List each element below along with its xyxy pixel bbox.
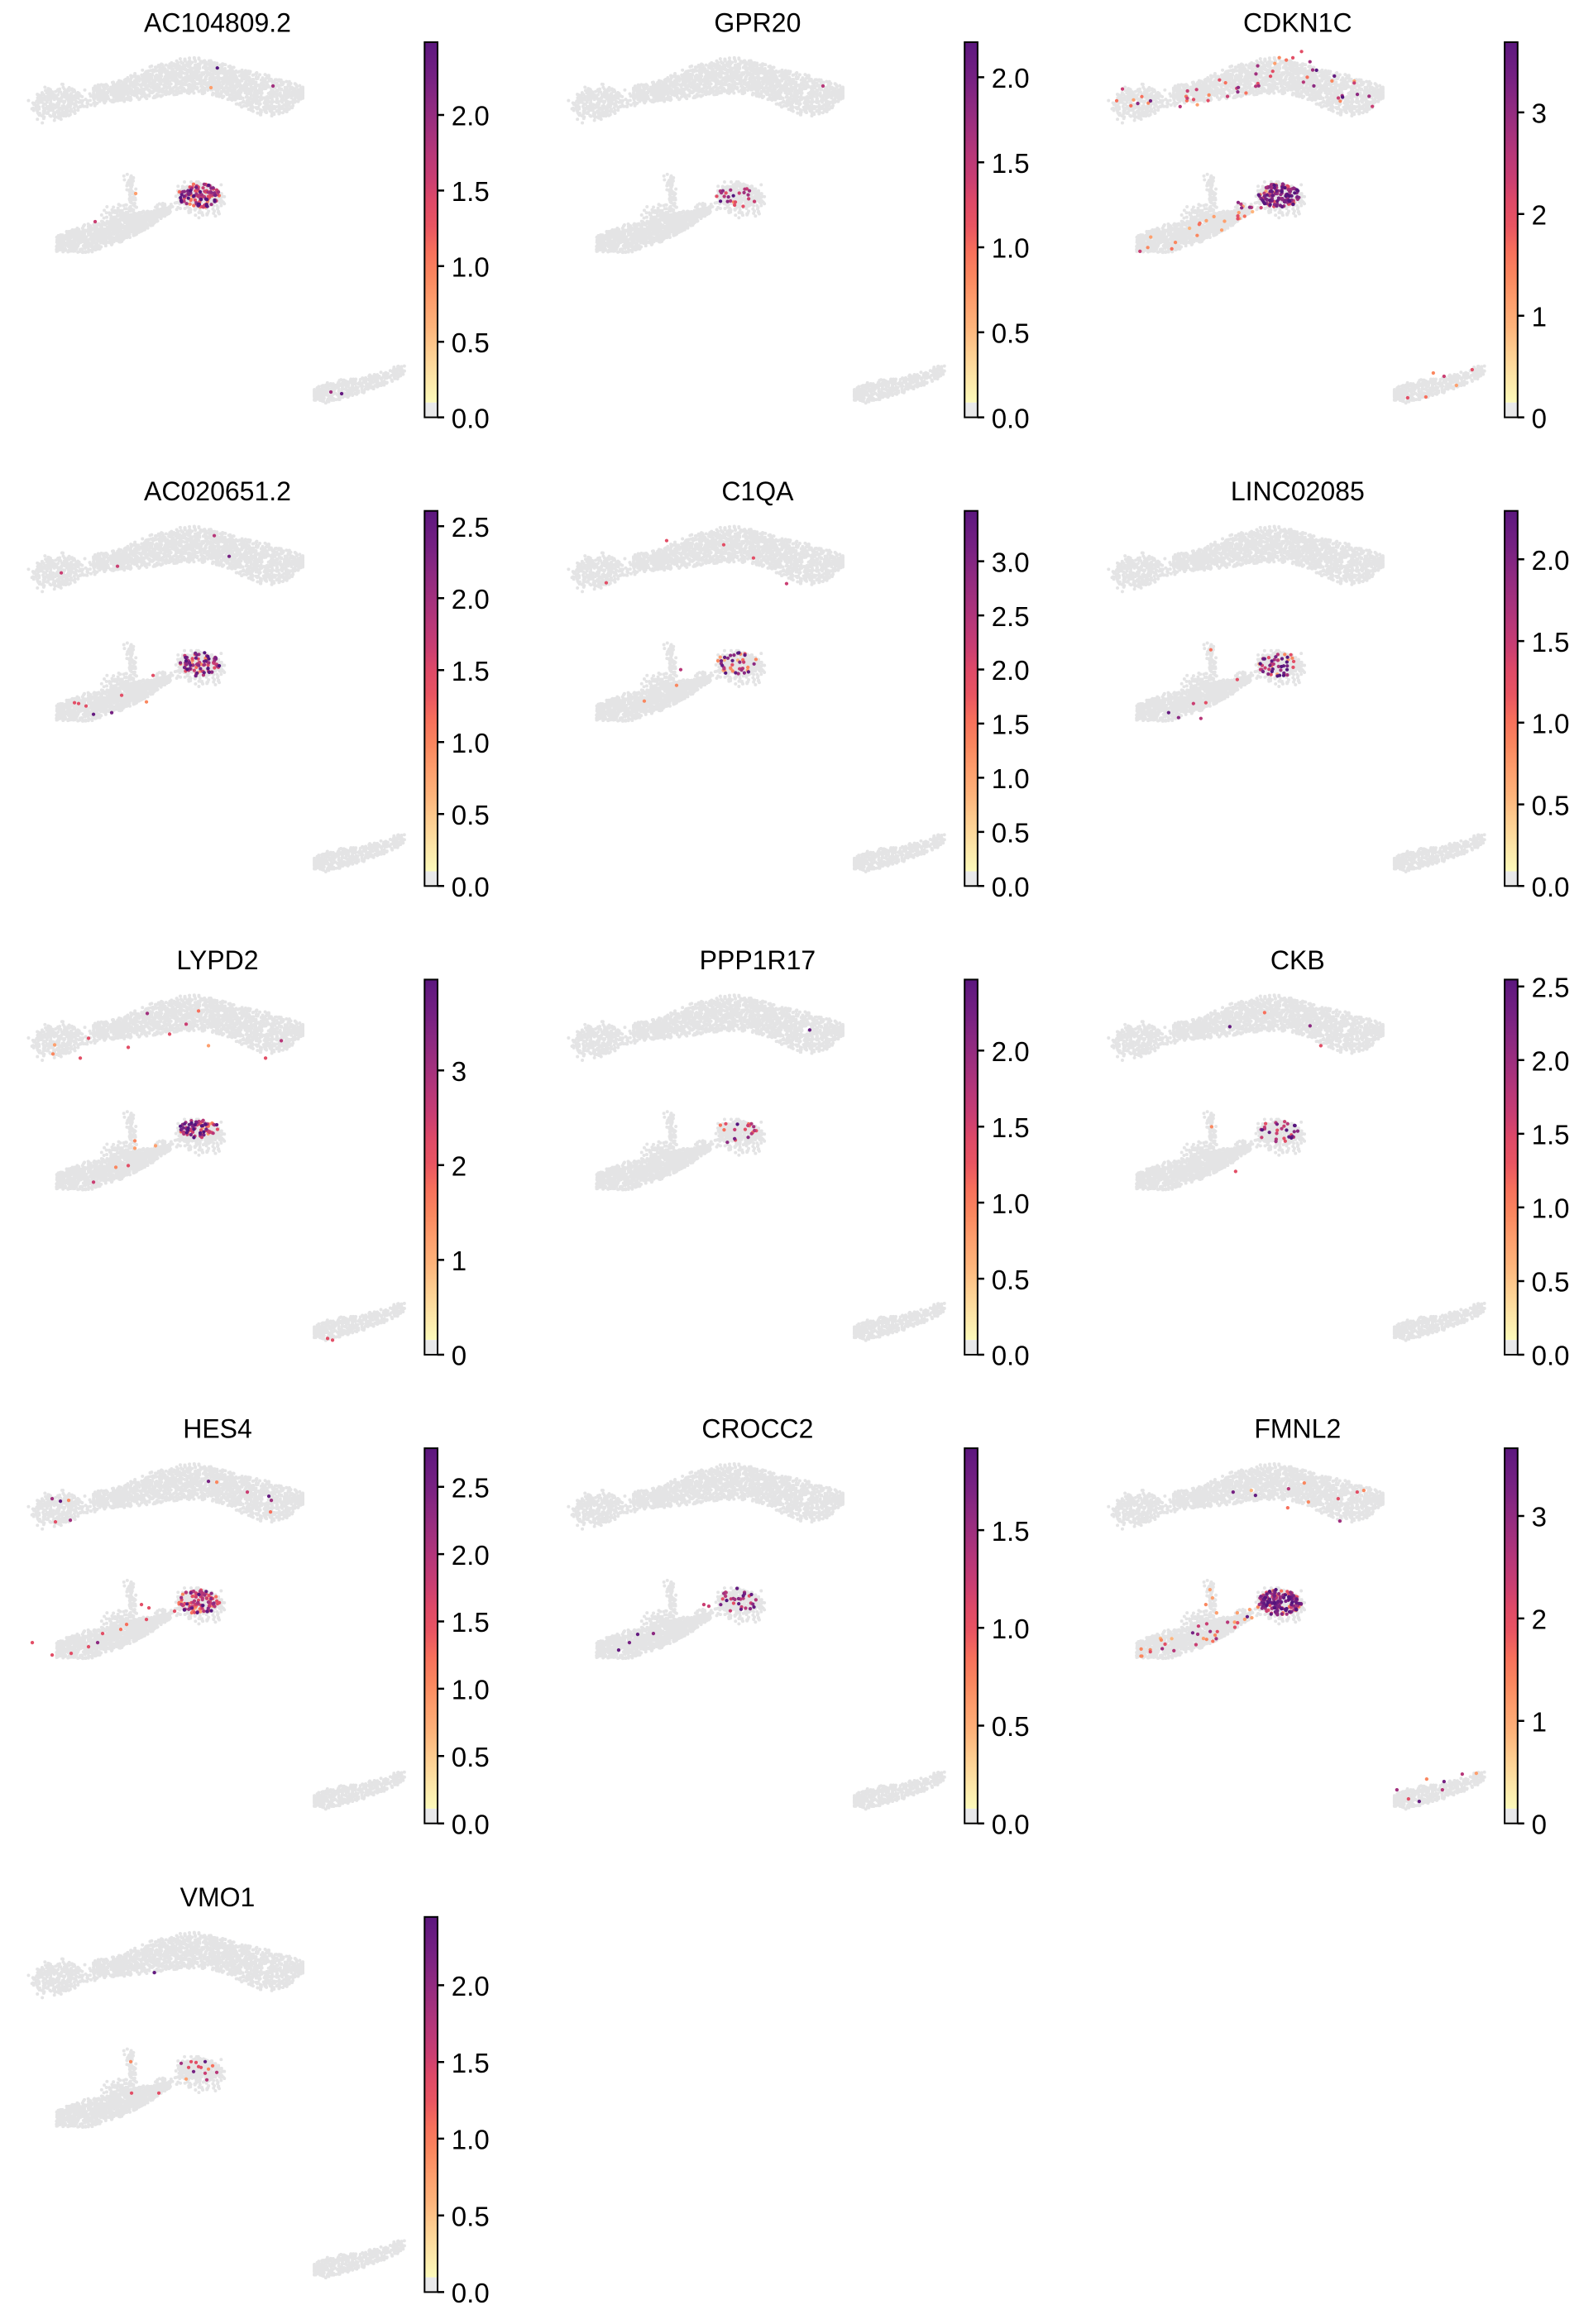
svg-text:3: 3 <box>1532 98 1547 129</box>
svg-text:2.5: 2.5 <box>992 601 1030 632</box>
svg-text:0.5: 0.5 <box>452 1742 490 1772</box>
svg-text:1: 1 <box>452 1246 467 1276</box>
svg-text:2.0: 2.0 <box>992 63 1030 93</box>
svg-text:CDKN1C: CDKN1C <box>1243 7 1352 37</box>
svg-text:AC020651.2: AC020651.2 <box>144 476 291 506</box>
svg-text:GPR20: GPR20 <box>714 7 801 37</box>
svg-text:1.5: 1.5 <box>452 176 490 207</box>
svg-text:1.0: 1.0 <box>452 728 490 758</box>
svg-text:3: 3 <box>452 1056 467 1087</box>
svg-text:LYPD2: LYPD2 <box>176 945 258 975</box>
svg-text:2.0: 2.0 <box>452 1540 490 1571</box>
svg-text:0.5: 0.5 <box>1532 1267 1570 1298</box>
svg-text:2.0: 2.0 <box>1532 545 1570 576</box>
svg-text:1.0: 1.0 <box>992 763 1030 794</box>
svg-text:2.0: 2.0 <box>1532 1046 1570 1077</box>
svg-text:0.0: 0.0 <box>992 1809 1030 1839</box>
svg-text:1.5: 1.5 <box>1532 627 1570 658</box>
svg-text:1.5: 1.5 <box>992 1516 1030 1547</box>
svg-text:0.5: 0.5 <box>992 1711 1030 1742</box>
svg-text:1.0: 1.0 <box>992 1188 1030 1219</box>
svg-text:C1QA: C1QA <box>721 476 794 506</box>
svg-text:0.5: 0.5 <box>992 318 1030 349</box>
svg-text:2: 2 <box>1532 200 1547 231</box>
svg-text:2: 2 <box>452 1151 467 1182</box>
svg-text:2: 2 <box>1532 1604 1547 1635</box>
svg-text:LINC02085: LINC02085 <box>1231 476 1365 506</box>
svg-text:0.0: 0.0 <box>992 1341 1030 1371</box>
svg-text:1.0: 1.0 <box>992 1614 1030 1644</box>
svg-text:1.5: 1.5 <box>1532 1120 1570 1150</box>
svg-text:CKB: CKB <box>1270 945 1325 975</box>
svg-text:0.5: 0.5 <box>452 800 490 830</box>
svg-text:3: 3 <box>1532 1502 1547 1533</box>
svg-text:0.0: 0.0 <box>992 403 1030 433</box>
svg-text:0.0: 0.0 <box>452 2278 490 2308</box>
svg-text:VMO1: VMO1 <box>180 1882 256 1912</box>
svg-text:0.0: 0.0 <box>1532 1341 1570 1371</box>
svg-text:0: 0 <box>452 1341 467 1371</box>
svg-text:1.0: 1.0 <box>452 1675 490 1705</box>
svg-text:0.0: 0.0 <box>452 403 490 433</box>
svg-text:2.0: 2.0 <box>452 1971 490 2001</box>
svg-text:2.0: 2.0 <box>452 584 490 614</box>
svg-text:3.0: 3.0 <box>992 547 1030 577</box>
svg-text:1.5: 1.5 <box>452 1607 490 1638</box>
svg-text:1.0: 1.0 <box>452 2125 490 2155</box>
svg-text:0: 0 <box>1532 1809 1547 1839</box>
svg-text:0.0: 0.0 <box>452 872 490 902</box>
svg-text:2.5: 2.5 <box>452 512 490 543</box>
svg-text:0: 0 <box>1532 403 1547 433</box>
svg-text:0.5: 0.5 <box>992 818 1030 849</box>
svg-text:2.0: 2.0 <box>452 101 490 132</box>
svg-text:1.0: 1.0 <box>1532 1193 1570 1224</box>
svg-text:1: 1 <box>1532 301 1547 332</box>
svg-text:1.5: 1.5 <box>992 1112 1030 1143</box>
svg-text:HES4: HES4 <box>183 1414 252 1444</box>
svg-text:AC104809.2: AC104809.2 <box>144 7 291 37</box>
svg-text:1.5: 1.5 <box>992 148 1030 179</box>
svg-text:2.0: 2.0 <box>992 1036 1030 1067</box>
svg-text:1.0: 1.0 <box>1532 709 1570 739</box>
svg-text:0.0: 0.0 <box>1532 872 1570 902</box>
svg-text:0.5: 0.5 <box>992 1265 1030 1295</box>
svg-text:0.5: 0.5 <box>452 328 490 358</box>
svg-text:2.5: 2.5 <box>1532 973 1570 1003</box>
svg-text:0.5: 0.5 <box>452 2201 490 2231</box>
svg-text:2.0: 2.0 <box>992 655 1030 686</box>
svg-text:0.5: 0.5 <box>1532 790 1570 820</box>
svg-text:1.0: 1.0 <box>452 252 490 283</box>
svg-text:1: 1 <box>1532 1707 1547 1738</box>
svg-text:1.0: 1.0 <box>992 233 1030 264</box>
svg-text:1.5: 1.5 <box>452 656 490 686</box>
svg-text:PPP1R17: PPP1R17 <box>700 945 816 975</box>
svg-text:1.5: 1.5 <box>992 710 1030 740</box>
svg-text:1.5: 1.5 <box>452 2048 490 2078</box>
svg-text:2.5: 2.5 <box>452 1472 490 1503</box>
svg-text:FMNL2: FMNL2 <box>1254 1414 1341 1444</box>
svg-text:CROCC2: CROCC2 <box>701 1414 813 1444</box>
svg-text:0.0: 0.0 <box>452 1809 490 1839</box>
svg-text:0.0: 0.0 <box>992 872 1030 902</box>
